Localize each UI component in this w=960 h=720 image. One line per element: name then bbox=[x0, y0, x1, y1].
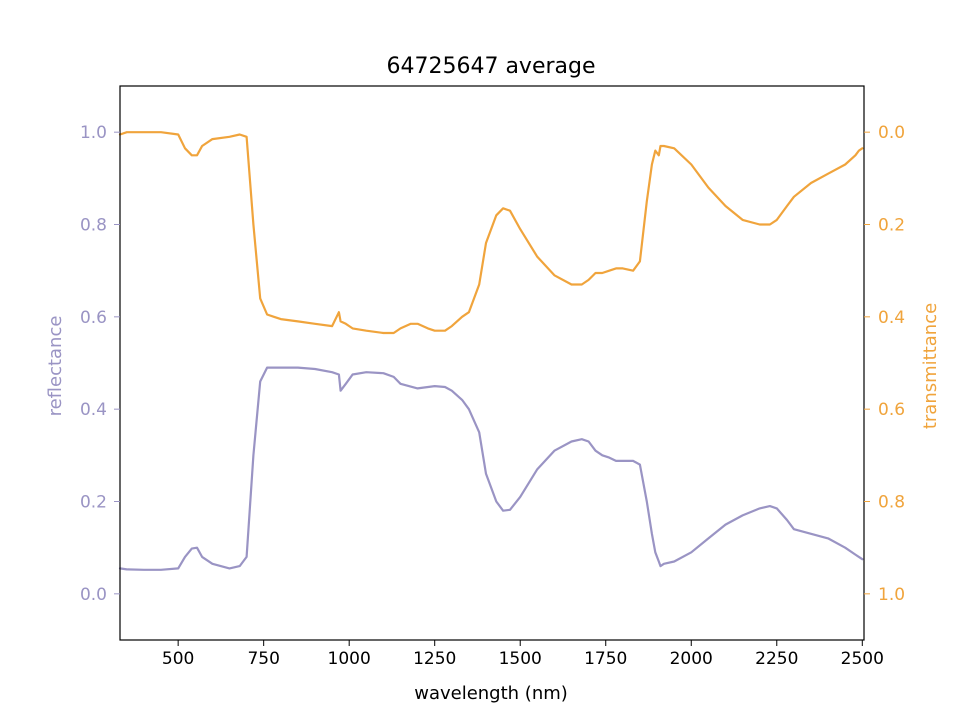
x-axis: 500 750 1000 1250 1500 1750 2000 2250 2500 bbox=[162, 640, 884, 669]
y-right-tick-label: 0.0 bbox=[878, 123, 905, 143]
y-left-tick-label: 0.4 bbox=[80, 400, 107, 420]
chart-title: 64725647 average bbox=[386, 54, 595, 79]
x-tick-label: 750 bbox=[247, 649, 279, 669]
y-axis-right: 0.0 0.2 0.4 0.6 0.8 1.0 bbox=[864, 123, 905, 605]
y-right-tick-label: 0.8 bbox=[878, 493, 905, 513]
x-tick-label: 500 bbox=[162, 649, 194, 669]
y-right-tick-label: 1.0 bbox=[878, 585, 905, 605]
x-axis-title: wavelength (nm) bbox=[414, 683, 568, 704]
series-line-transmittance bbox=[118, 131, 864, 335]
x-tick-label: 1500 bbox=[499, 649, 542, 669]
series-line-reflectance bbox=[118, 366, 864, 571]
y-right-tick-label: 0.4 bbox=[878, 308, 905, 328]
x-tick-label: 1250 bbox=[413, 649, 456, 669]
x-tick-label: 1750 bbox=[584, 649, 627, 669]
y-axis-left: 0.0 0.2 0.4 0.6 0.8 1.0 bbox=[80, 123, 120, 605]
plot-frame bbox=[119, 85, 865, 641]
x-tick-label: 1000 bbox=[328, 649, 371, 669]
y-left-tick-label: 0.0 bbox=[80, 585, 107, 605]
y-axis-right-title: transmittance bbox=[920, 303, 941, 429]
y-left-tick-label: 0.8 bbox=[80, 216, 107, 236]
y-left-tick-label: 0.6 bbox=[80, 308, 107, 328]
y-left-tick-label: 1.0 bbox=[80, 123, 107, 143]
y-right-tick-label: 0.6 bbox=[878, 400, 905, 420]
x-tick-label: 2250 bbox=[755, 649, 798, 669]
series-layer bbox=[118, 131, 864, 571]
y-right-tick-label: 0.2 bbox=[878, 216, 905, 236]
x-tick-label: 2000 bbox=[670, 649, 713, 669]
y-left-tick-label: 0.2 bbox=[80, 493, 107, 513]
y-axis-left-title: reflectance bbox=[45, 316, 66, 417]
x-tick-label: 2500 bbox=[841, 649, 884, 669]
